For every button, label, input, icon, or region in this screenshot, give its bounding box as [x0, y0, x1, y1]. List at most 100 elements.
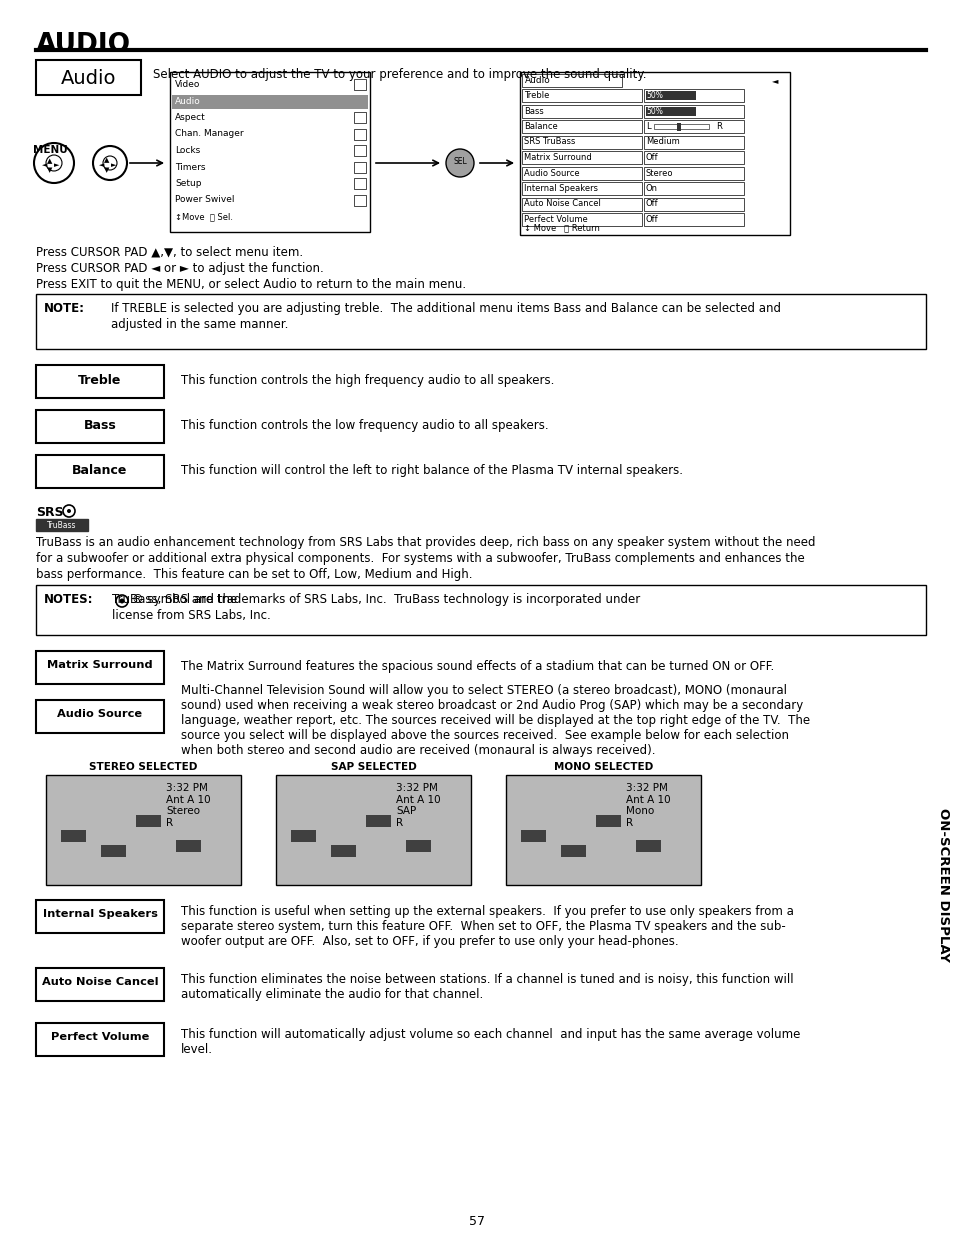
Text: NOTES:: NOTES: — [44, 593, 93, 606]
Text: for a subwoofer or additional extra physical components.  For systems with a sub: for a subwoofer or additional extra phys… — [36, 552, 804, 564]
Bar — [101, 845, 126, 857]
Bar — [643, 151, 743, 164]
Text: Aspect: Aspect — [174, 112, 206, 122]
Bar — [521, 182, 641, 195]
Text: Locks: Locks — [174, 146, 200, 156]
Text: TruBass is an audio enhancement technology from SRS Labs that provides deep, ric: TruBass is an audio enhancement technolo… — [36, 536, 815, 550]
Text: level.: level. — [181, 1044, 213, 1056]
Text: Bass: Bass — [84, 419, 116, 432]
Text: woofer output are OFF.  Also, set to OFF, if you prefer to use only your head-ph: woofer output are OFF. Also, set to OFF,… — [181, 935, 678, 948]
Text: TruBass, SRS and the: TruBass, SRS and the — [112, 593, 237, 606]
Text: ▼: ▼ — [104, 167, 110, 173]
Circle shape — [119, 599, 125, 604]
Text: ▲: ▲ — [104, 157, 110, 163]
Text: Stereo: Stereo — [645, 168, 673, 178]
Bar — [643, 167, 743, 179]
Bar — [643, 105, 743, 117]
Circle shape — [34, 143, 74, 183]
Text: 57: 57 — [469, 1215, 484, 1228]
Bar — [505, 776, 700, 885]
Bar — [36, 61, 141, 95]
Bar — [61, 830, 86, 842]
Bar — [354, 194, 366, 205]
Bar — [275, 776, 471, 885]
Text: Audio: Audio — [61, 69, 116, 88]
Text: Treble: Treble — [78, 374, 122, 387]
Bar — [331, 845, 355, 857]
Text: Chan. Manager: Chan. Manager — [174, 130, 243, 138]
Text: This function will automatically adjust volume so each channel  and input has th: This function will automatically adjust … — [181, 1028, 800, 1041]
Text: 50%: 50% — [645, 91, 662, 100]
Bar — [596, 815, 620, 827]
Text: If TREBLE is selected you are adjusting treble.  The additional menu items Bass : If TREBLE is selected you are adjusting … — [111, 303, 781, 315]
Text: Power Swivel: Power Swivel — [174, 195, 234, 205]
Text: STEREO SELECTED: STEREO SELECTED — [90, 762, 197, 772]
Bar — [521, 105, 641, 117]
Circle shape — [63, 505, 75, 517]
Circle shape — [446, 149, 474, 177]
Bar — [521, 136, 641, 148]
Text: R: R — [716, 122, 721, 131]
Text: Balance: Balance — [72, 464, 128, 477]
Text: Matrix Surround: Matrix Surround — [47, 659, 152, 671]
Text: AUDIO: AUDIO — [36, 32, 131, 58]
Bar — [175, 840, 201, 852]
Text: This function controls the low frequency audio to all speakers.: This function controls the low frequency… — [181, 419, 548, 432]
Text: Multi-Channel Television Sound will allow you to select STEREO (a stereo broadca: Multi-Channel Television Sound will allo… — [181, 684, 786, 697]
Bar — [645, 91, 696, 100]
Text: Internal Speakers: Internal Speakers — [43, 909, 157, 919]
Text: 3:32 PM
Ant A 10
Mono
R: 3:32 PM Ant A 10 Mono R — [625, 783, 670, 827]
Bar — [36, 1023, 164, 1056]
Text: Audio: Audio — [174, 96, 200, 105]
Circle shape — [46, 156, 62, 170]
Text: SAP SELECTED: SAP SELECTED — [331, 762, 416, 772]
Bar — [36, 700, 164, 734]
Text: Timers: Timers — [174, 163, 205, 172]
Text: Select AUDIO to adjust the TV to your preference and to improve the sound qualit: Select AUDIO to adjust the TV to your pr… — [152, 68, 646, 82]
Bar — [354, 162, 366, 173]
Text: automatically eliminate the audio for that channel.: automatically eliminate the audio for th… — [181, 988, 483, 1002]
Text: Off: Off — [645, 153, 658, 162]
Bar — [136, 815, 161, 827]
Bar — [643, 136, 743, 148]
Text: Balance: Balance — [523, 122, 558, 131]
Text: 50%: 50% — [645, 106, 662, 116]
Bar — [654, 124, 708, 128]
Text: separate stereo system, turn this feature OFF.  When set to OFF, the Plasma TV s: separate stereo system, turn this featur… — [181, 920, 785, 932]
Bar — [354, 144, 366, 156]
Text: 3:32 PM
Ant A 10
SAP
R: 3:32 PM Ant A 10 SAP R — [395, 783, 440, 827]
Bar — [560, 845, 585, 857]
Text: adjusted in the same manner.: adjusted in the same manner. — [111, 317, 288, 331]
Bar — [36, 366, 164, 398]
Bar — [643, 182, 743, 195]
Text: L: L — [645, 122, 650, 131]
Bar — [406, 840, 431, 852]
Text: Matrix Surround: Matrix Surround — [523, 153, 591, 162]
Bar — [36, 294, 925, 350]
Text: ◄: ◄ — [99, 162, 105, 168]
Bar — [677, 124, 680, 131]
Bar — [643, 198, 743, 210]
Text: SRS: SRS — [36, 506, 64, 519]
Circle shape — [116, 595, 128, 606]
Bar — [36, 651, 164, 684]
Text: ▲: ▲ — [48, 158, 52, 164]
Text: MONO SELECTED: MONO SELECTED — [554, 762, 653, 772]
Bar — [36, 900, 164, 932]
Text: Auto Noise Cancel: Auto Noise Cancel — [523, 200, 600, 209]
Bar — [36, 585, 925, 635]
Bar — [366, 815, 391, 827]
Text: Audio Source: Audio Source — [57, 709, 142, 719]
Bar — [36, 519, 88, 531]
Bar — [643, 212, 743, 226]
Circle shape — [67, 509, 71, 513]
Text: MENU: MENU — [32, 144, 68, 156]
Bar — [521, 151, 641, 164]
Text: This function controls the high frequency audio to all speakers.: This function controls the high frequenc… — [181, 374, 554, 387]
Text: ►: ► — [112, 162, 116, 168]
Text: 3:32 PM
Ant A 10
Stereo
R: 3:32 PM Ant A 10 Stereo R — [166, 783, 211, 827]
Text: ►: ► — [54, 162, 60, 168]
Bar — [643, 89, 743, 103]
Text: Video: Video — [174, 80, 200, 89]
Bar — [645, 106, 696, 116]
